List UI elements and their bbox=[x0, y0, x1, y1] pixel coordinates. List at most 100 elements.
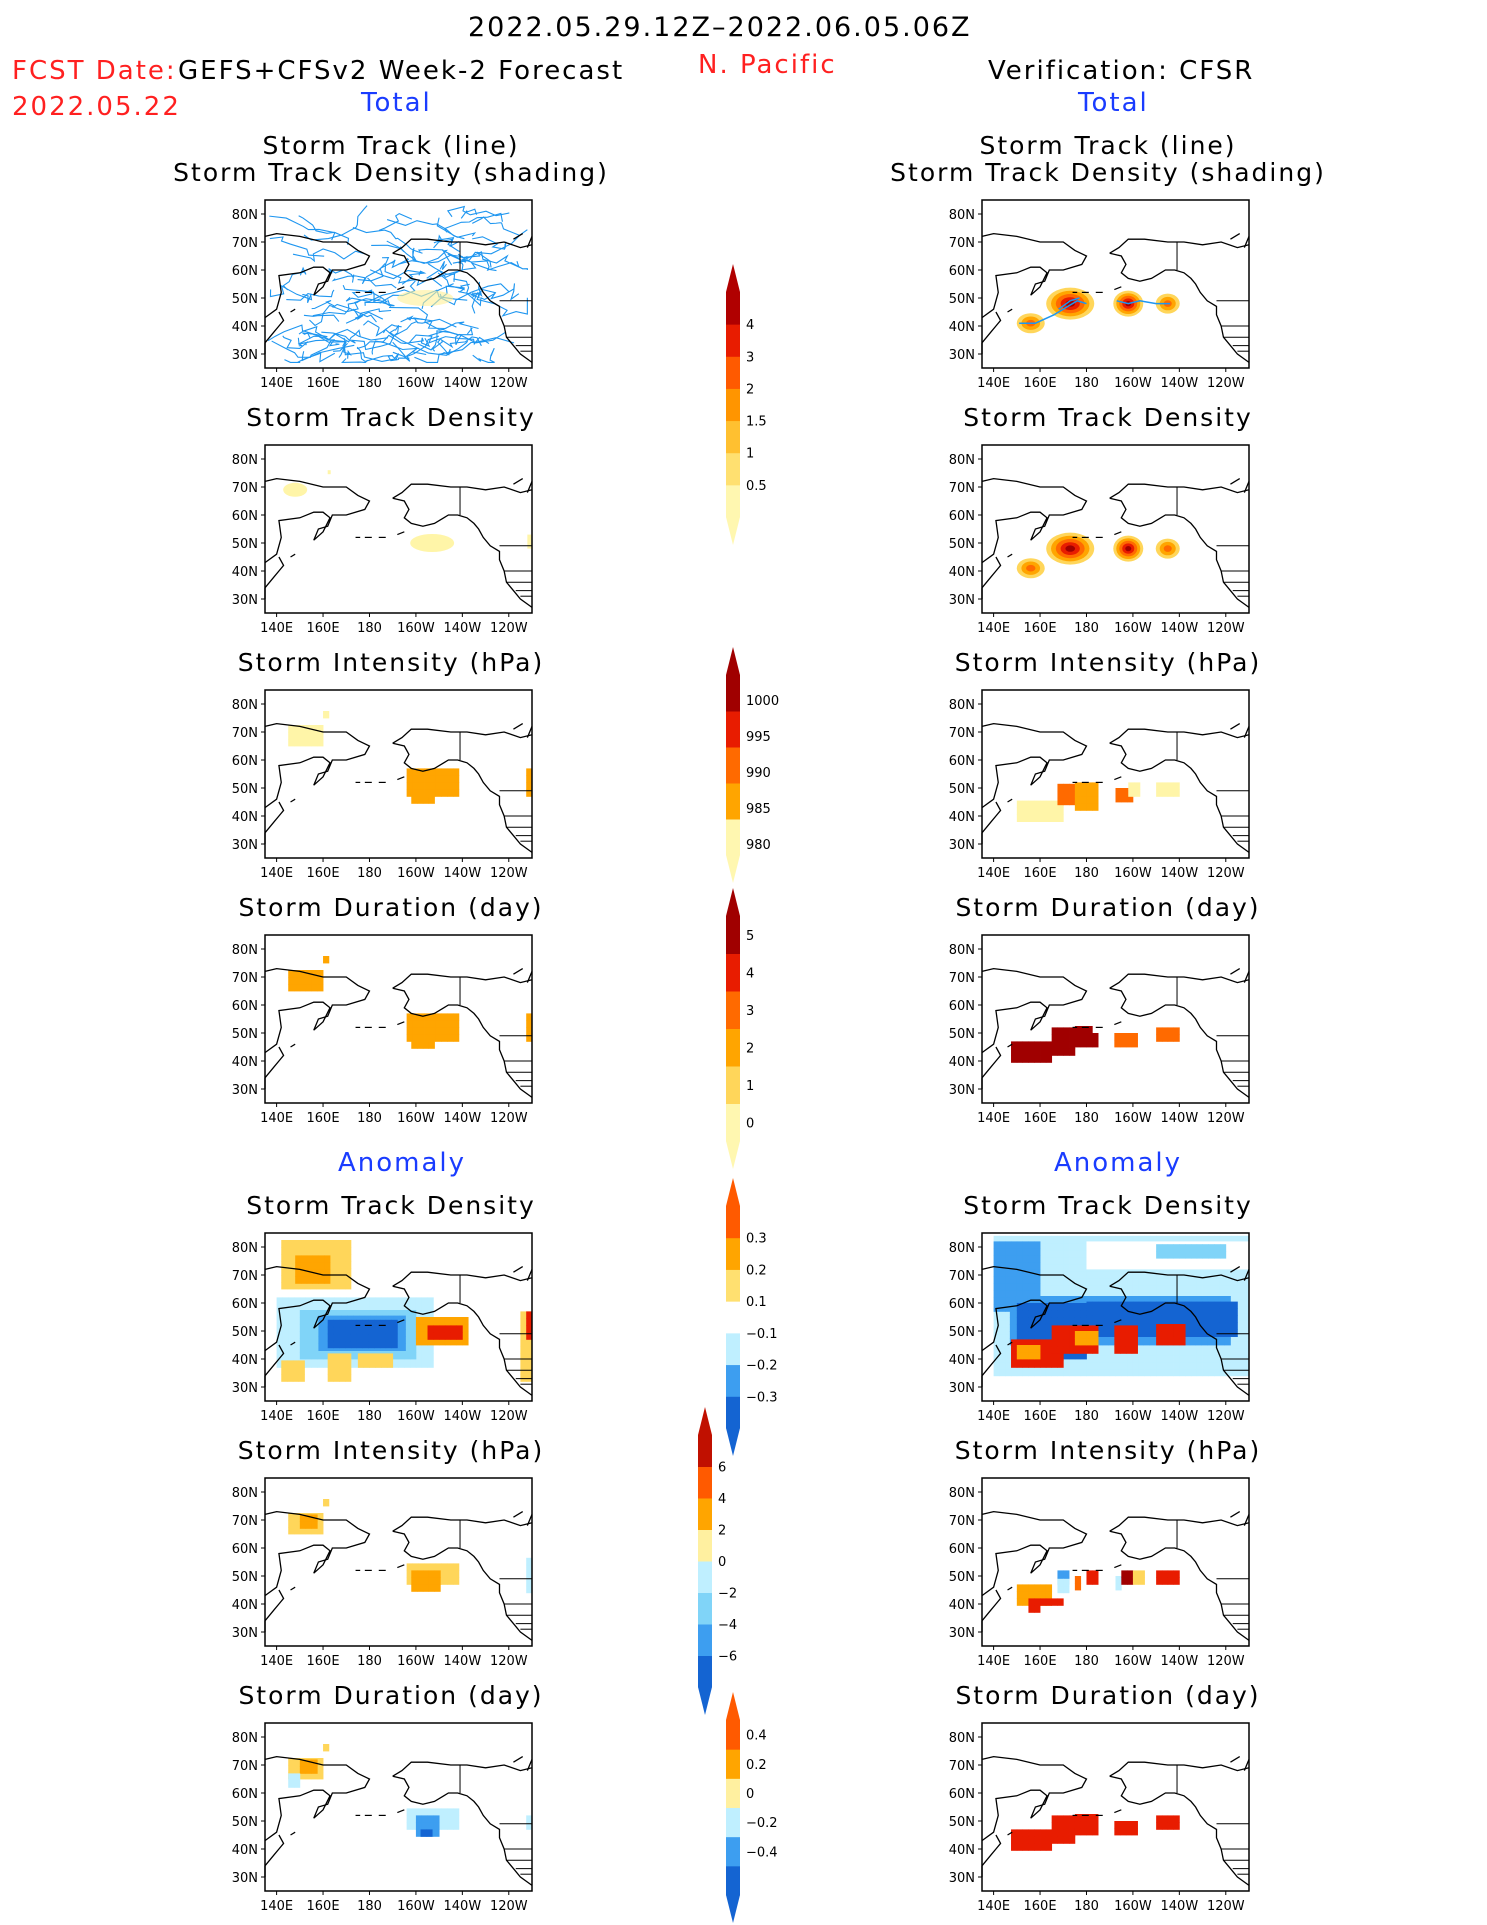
lat-tick-label: 80N bbox=[949, 1486, 975, 1501]
lat-tick-label: 60N bbox=[949, 754, 975, 769]
lon-tick-label: 140W bbox=[1161, 1111, 1199, 1126]
title-left-anom-density: Storm Track Density bbox=[246, 1191, 536, 1220]
colorbar-label: 0.4 bbox=[746, 1729, 767, 1744]
colorbar-segment bbox=[726, 711, 740, 748]
colorbar-segment bbox=[698, 1466, 712, 1499]
title-right-track-line: Storm Track (line) bbox=[979, 131, 1237, 160]
lat-tick-label: 30N bbox=[949, 838, 975, 853]
verification-label: Verification: CFSR bbox=[988, 56, 1255, 86]
left-anomaly-label: Anomaly bbox=[338, 1148, 467, 1178]
lat-tick-label: 40N bbox=[232, 1353, 258, 1368]
lat-tick-label: 70N bbox=[232, 481, 258, 496]
lon-tick-label: 140E bbox=[977, 1654, 1010, 1669]
lat-tick-label: 60N bbox=[232, 1297, 258, 1312]
colorbar-label: 1 bbox=[746, 1079, 754, 1094]
lat-tick-label: 80N bbox=[232, 698, 258, 713]
lat-tick-label: 40N bbox=[949, 320, 975, 335]
lat-tick-label: 30N bbox=[949, 1871, 975, 1886]
lat-tick-label: 70N bbox=[232, 236, 258, 251]
lat-tick-label: 40N bbox=[232, 810, 258, 825]
colorbar-label: 0 bbox=[746, 1787, 754, 1802]
lat-tick-label: 40N bbox=[232, 1598, 258, 1613]
colorbar-label: −0.4 bbox=[746, 1845, 778, 1860]
lon-tick-label: 120W bbox=[490, 1899, 528, 1914]
colorbar-segment bbox=[726, 1807, 740, 1838]
colorbar-label: 2 bbox=[746, 1041, 754, 1056]
colorbar-segment bbox=[726, 356, 740, 389]
colorbar-label: 4 bbox=[746, 318, 754, 333]
lat-tick-label: 80N bbox=[232, 1731, 258, 1746]
colorbar-segment bbox=[726, 1396, 740, 1429]
lat-tick-label: 30N bbox=[949, 1626, 975, 1641]
title-left-track-line: Storm Track (line) bbox=[262, 131, 520, 160]
lat-tick-label: 60N bbox=[949, 264, 975, 279]
lat-tick-label: 60N bbox=[949, 999, 975, 1014]
lon-tick-label: 160W bbox=[1114, 376, 1152, 391]
lat-tick-label: 80N bbox=[232, 1241, 258, 1256]
lat-tick-label: 40N bbox=[232, 1843, 258, 1858]
title-left-duration: Storm Duration (day) bbox=[238, 893, 544, 922]
colorbar-segment bbox=[726, 991, 740, 1029]
lat-tick-label: 70N bbox=[949, 481, 975, 496]
colorbar-segment bbox=[726, 1103, 740, 1142]
colorbar-label: 0 bbox=[746, 1116, 754, 1131]
lat-tick-label: 40N bbox=[949, 1353, 975, 1368]
colorbar-segment bbox=[726, 675, 740, 712]
colorbar-label: 3 bbox=[746, 350, 754, 365]
lat-tick-label: 70N bbox=[949, 726, 975, 741]
lon-tick-label: 180 bbox=[1074, 376, 1099, 391]
lat-tick-label: 80N bbox=[232, 943, 258, 958]
lon-tick-label: 120W bbox=[490, 1111, 528, 1126]
lon-tick-label: 140W bbox=[444, 621, 482, 636]
colorbar-label: −4 bbox=[718, 1618, 737, 1633]
fcst-date-label: FCST Date: bbox=[12, 56, 177, 86]
colorbar-segment bbox=[726, 324, 740, 357]
lon-tick-label: 160W bbox=[397, 1409, 435, 1424]
lat-tick-label: 70N bbox=[232, 726, 258, 741]
lat-tick-label: 70N bbox=[949, 971, 975, 986]
lon-tick-label: 160W bbox=[1114, 1111, 1152, 1126]
lon-tick-label: 180 bbox=[357, 1111, 382, 1126]
colorbar-segment bbox=[726, 1066, 740, 1104]
lat-tick-label: 80N bbox=[232, 208, 258, 223]
colorbar-segment bbox=[726, 1206, 740, 1239]
title-right-anom-density: Storm Track Density bbox=[963, 1191, 1253, 1220]
lon-tick-label: 160E bbox=[307, 1111, 340, 1126]
colorbar-segment bbox=[698, 1592, 712, 1625]
lon-tick-label: 180 bbox=[357, 1654, 382, 1669]
lon-tick-label: 140E bbox=[977, 1899, 1010, 1914]
title-right-anom-intensity: Storm Intensity (hPa) bbox=[954, 1436, 1262, 1465]
colorbar-segment bbox=[726, 388, 740, 422]
lat-tick-label: 50N bbox=[949, 1325, 975, 1340]
lat-tick-label: 80N bbox=[949, 1241, 975, 1256]
lon-tick-label: 120W bbox=[1207, 1409, 1245, 1424]
lat-tick-label: 60N bbox=[232, 999, 258, 1014]
lon-tick-label: 160E bbox=[1024, 376, 1057, 391]
lon-tick-label: 180 bbox=[1074, 1409, 1099, 1424]
lat-tick-label: 50N bbox=[949, 1815, 975, 1830]
colorbar-label: 3 bbox=[746, 1004, 754, 1019]
lon-tick-label: 180 bbox=[1074, 1654, 1099, 1669]
lat-tick-label: 70N bbox=[949, 236, 975, 251]
lon-tick-label: 140E bbox=[260, 866, 293, 881]
lon-tick-label: 120W bbox=[1207, 376, 1245, 391]
lon-tick-label: 180 bbox=[1074, 866, 1099, 881]
lat-tick-label: 30N bbox=[949, 348, 975, 363]
colorbar-label: 980 bbox=[746, 838, 771, 853]
lat-tick-label: 50N bbox=[232, 1027, 258, 1042]
colorbar-label: 5 bbox=[746, 929, 754, 944]
colorbar-segment bbox=[726, 1028, 740, 1067]
colorbar-label: 0.1 bbox=[746, 1295, 767, 1310]
colorbar-label: 1 bbox=[746, 447, 754, 462]
colorbar-segment bbox=[698, 1435, 712, 1467]
colorbar-segment bbox=[726, 953, 740, 992]
title-left-density: Storm Track Density bbox=[246, 403, 536, 432]
colorbar-label: 6 bbox=[718, 1461, 726, 1476]
colorbar-segment bbox=[726, 484, 740, 518]
